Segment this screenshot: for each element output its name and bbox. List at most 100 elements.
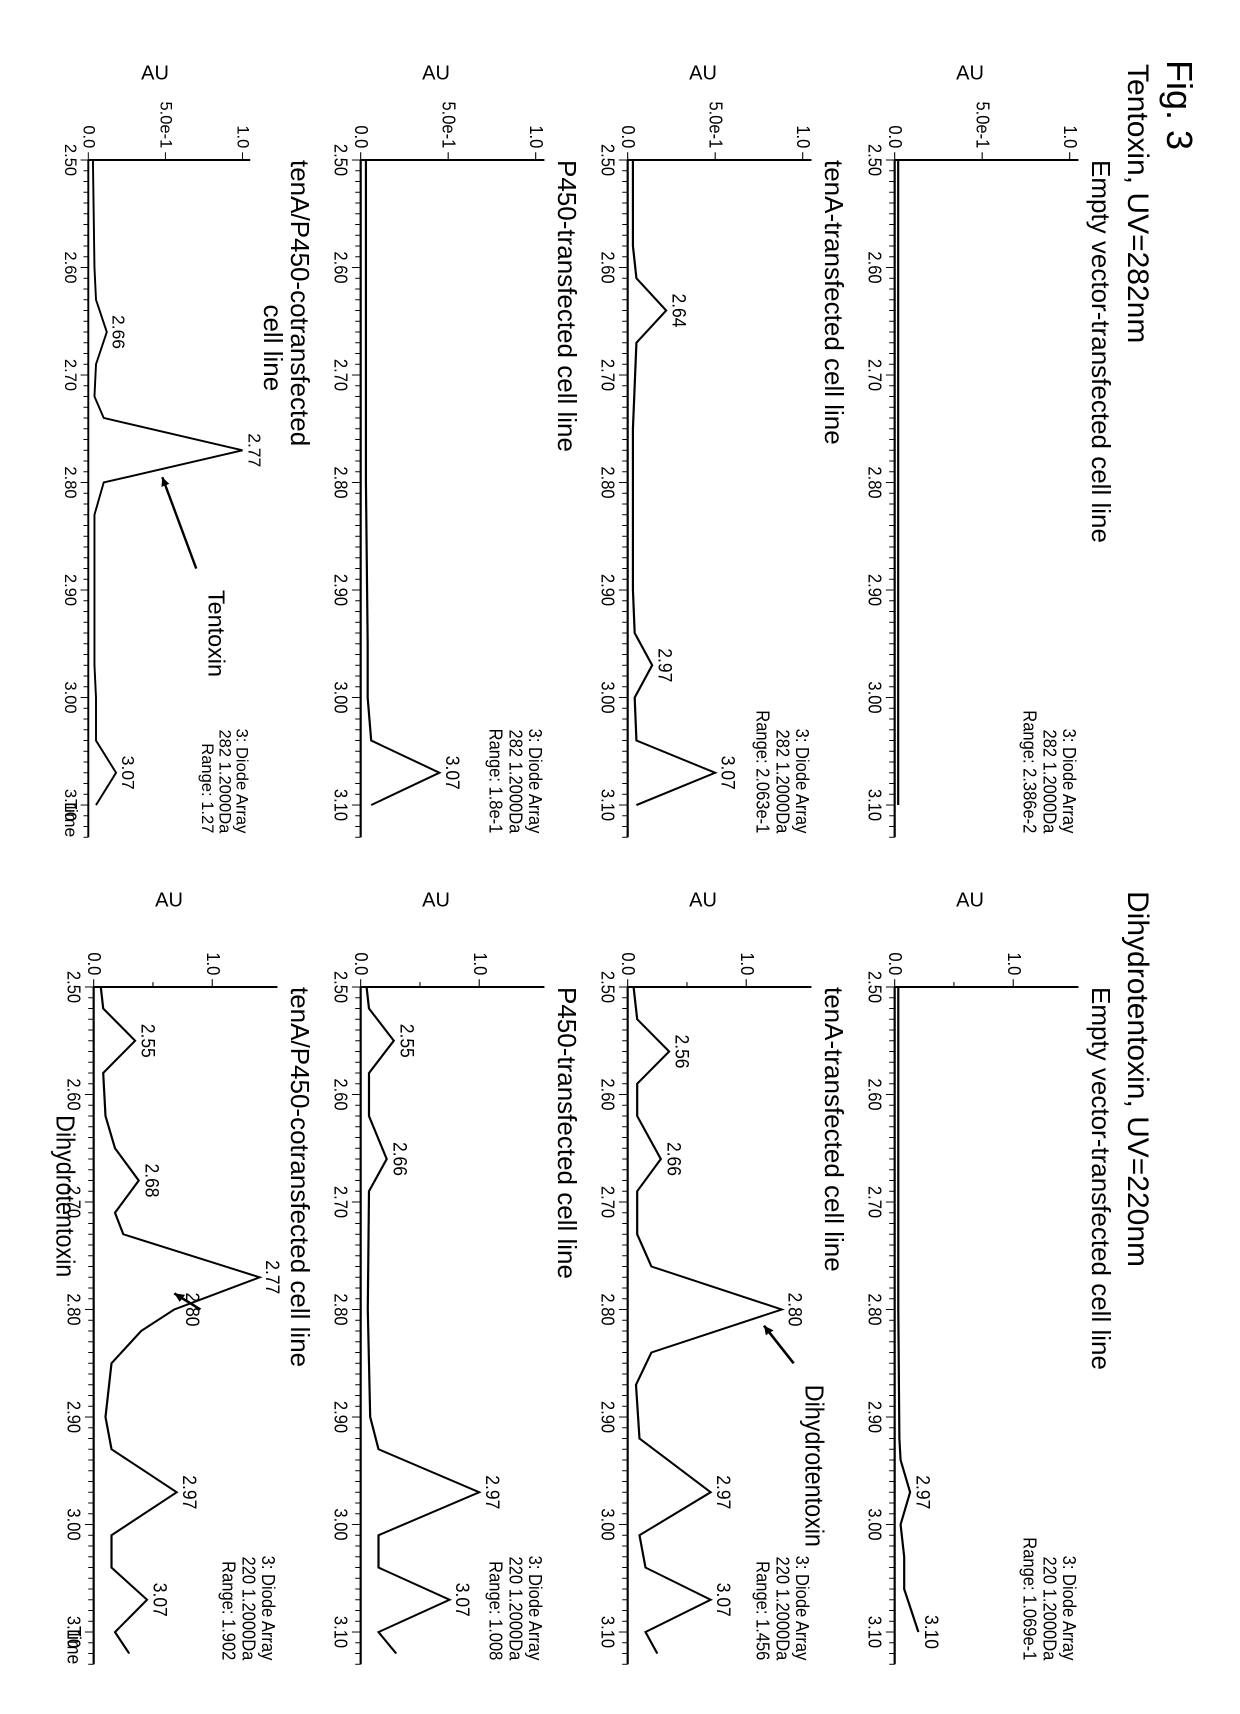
svg-text:0.0: 0.0	[84, 952, 105, 975]
svg-text:2.50: 2.50	[62, 144, 80, 176]
plot-row: AU0.01.02.502.602.702.802.903.003.10Time…	[54, 887, 284, 1674]
page-root: Fig. 3 Tentoxin, UV=282nmEmpty vector-tr…	[0, 0, 1240, 1714]
svg-text:2.90: 2.90	[864, 1401, 885, 1433]
svg-text:220 1.2000Da: 220 1.2000Da	[505, 1557, 526, 1661]
svg-text:0.0: 0.0	[885, 952, 906, 975]
y-axis-label: AU	[321, 887, 551, 915]
svg-text:3: Diode Array: 3: Diode Array	[525, 729, 546, 834]
svg-text:1.0: 1.0	[793, 125, 814, 148]
svg-text:3.00: 3.00	[63, 1508, 84, 1540]
svg-text:2.60: 2.60	[330, 1078, 351, 1110]
svg-text:2.55: 2.55	[137, 1024, 159, 1058]
svg-text:2.90: 2.90	[864, 574, 885, 606]
svg-text:3.10: 3.10	[597, 789, 618, 821]
panels-container: Empty vector-transfected cell lineAU0.01…	[54, 887, 1114, 1674]
svg-text:2.80: 2.80	[597, 466, 618, 498]
svg-text:Range: 1.8e-1: Range: 1.8e-1	[485, 729, 506, 834]
svg-text:1.0: 1.0	[1003, 952, 1024, 975]
svg-text:3: Diode Array: 3: Diode Array	[792, 729, 813, 834]
svg-text:2.66: 2.66	[663, 1142, 685, 1176]
panel-title: tenA/P450-cotransfected cell line	[286, 987, 313, 1674]
svg-text:5.0e-1: 5.0e-1	[157, 101, 175, 148]
svg-text:2.60: 2.60	[864, 1078, 885, 1110]
svg-text:3: Diode Array: 3: Diode Array	[525, 1556, 546, 1661]
svg-text:2.90: 2.90	[62, 574, 80, 606]
panel-title: Empty vector-transfected cell line	[1087, 160, 1114, 847]
svg-text:2.80: 2.80	[62, 466, 80, 498]
chromatogram-panel: tenA/P450-cotransfected cell lineAU0.05.…	[54, 60, 313, 847]
svg-text:1.0: 1.0	[1060, 125, 1081, 148]
figure-label: Fig. 3	[1158, 60, 1200, 1674]
svg-text:Time: Time	[63, 1626, 85, 1664]
chart-column: Dihydrotentoxin, UV=220nmEmpty vector-tr…	[54, 887, 1154, 1674]
svg-text:3: Diode Array: 3: Diode Array	[792, 1556, 813, 1661]
svg-text:Range: 1.902: Range: 1.902	[218, 1561, 239, 1660]
svg-text:3.10: 3.10	[330, 789, 351, 821]
svg-text:3.07: 3.07	[717, 756, 739, 790]
svg-text:2.80: 2.80	[182, 1292, 204, 1326]
svg-text:2.80: 2.80	[63, 1293, 84, 1325]
svg-text:2.50: 2.50	[597, 144, 618, 176]
svg-text:Range: 1.008: Range: 1.008	[485, 1561, 506, 1660]
svg-text:282 1.2000Da: 282 1.2000Da	[1039, 730, 1060, 834]
svg-text:0.0: 0.0	[885, 125, 906, 148]
svg-text:2.70: 2.70	[597, 1186, 618, 1218]
svg-text:2.97: 2.97	[481, 1475, 503, 1509]
panel-title: tenA-transfected cell line	[820, 160, 847, 847]
svg-text:3.00: 3.00	[330, 1508, 351, 1540]
svg-text:3.07: 3.07	[149, 1583, 171, 1617]
svg-text:3.10: 3.10	[864, 789, 885, 821]
chromatogram-panel: Empty vector-transfected cell line AU0.05…	[855, 60, 1114, 847]
svg-text:1.0: 1.0	[736, 952, 757, 975]
svg-text:1.0: 1.0	[202, 952, 223, 975]
plot-row: AU0.01.02.502.602.702.802.903.003.103: D…	[321, 887, 551, 1674]
svg-text:3.07: 3.07	[452, 1583, 474, 1617]
svg-text:2.90: 2.90	[330, 1401, 351, 1433]
svg-text:2.50: 2.50	[597, 971, 618, 1003]
svg-text:2.97: 2.97	[713, 1475, 735, 1509]
y-axis-label: AU	[855, 60, 1085, 88]
svg-text:2.70: 2.70	[62, 359, 80, 391]
chromatogram-panel: Empty vector-transfected cell lineAU0.01…	[855, 887, 1114, 1674]
column-title: Dihydrotentoxin, UV=220nm	[1120, 891, 1154, 1674]
svg-text:5.0e-1: 5.0e-1	[705, 101, 726, 148]
svg-text:2.80: 2.80	[330, 1293, 351, 1325]
svg-text:2.50: 2.50	[330, 144, 351, 176]
svg-text:2.80: 2.80	[597, 1293, 618, 1325]
svg-text:2.70: 2.70	[864, 359, 885, 391]
plot-area: 0.05.0e-11.02.502.602.702.802.903.003.10…	[54, 88, 256, 847]
svg-text:2.50: 2.50	[864, 971, 885, 1003]
svg-text:3.00: 3.00	[62, 681, 80, 713]
svg-text:3.00: 3.00	[330, 681, 351, 713]
svg-text:3.10: 3.10	[330, 1616, 351, 1648]
y-axis-label: AU	[588, 887, 818, 915]
plot-area: 0.05.0e-11.02.502.602.702.802.903.003.10…	[855, 88, 1085, 847]
plot-area: 0.01.02.502.602.702.802.903.003.103: Dio…	[321, 915, 551, 1674]
svg-text:0.0: 0.0	[351, 125, 372, 148]
svg-text:3.00: 3.00	[597, 1508, 618, 1540]
plot-row: AU0.01.02.502.602.702.802.903.003.103: D…	[588, 887, 818, 1674]
svg-text:3.00: 3.00	[864, 1508, 885, 1540]
svg-text:2.56: 2.56	[671, 1034, 693, 1068]
svg-text:2.60: 2.60	[597, 1078, 618, 1110]
svg-text:Range: 2.386e-2: Range: 2.386e-2	[1019, 710, 1040, 833]
chromatogram-panel: tenA-transfected cell lineAU0.05.0e-11.0…	[588, 60, 847, 847]
svg-text:2.97: 2.97	[912, 1475, 934, 1509]
svg-text:2.70: 2.70	[864, 1186, 885, 1218]
chart-column: Tentoxin, UV=282nmEmpty vector-transfect…	[54, 60, 1154, 847]
svg-text:2.70: 2.70	[330, 359, 351, 391]
svg-text:0.0: 0.0	[618, 952, 639, 975]
plot-area: 0.05.0e-11.02.502.602.702.802.903.003.10…	[588, 88, 818, 847]
svg-text:220 1.2000Da: 220 1.2000Da	[238, 1557, 259, 1661]
chromatogram-panel: tenA/P450-cotransfected cell line AU 0.0 1.…	[54, 887, 313, 1674]
svg-text:282 1.2000Da: 282 1.2000Da	[772, 730, 793, 834]
svg-text:2.60: 2.60	[62, 251, 80, 283]
svg-text:3: Diode Array: 3: Diode Array	[233, 729, 251, 835]
svg-text:5.0e-1: 5.0e-1	[438, 101, 459, 148]
svg-text:3.10: 3.10	[864, 1616, 885, 1648]
svg-text:2.66: 2.66	[109, 315, 129, 349]
y-axis-label: AU	[54, 887, 284, 915]
svg-text:2.80: 2.80	[330, 466, 351, 498]
svg-text:1.0: 1.0	[234, 125, 252, 148]
svg-text:Dihydrotentoxin: Dihydrotentoxin	[50, 1115, 79, 1277]
